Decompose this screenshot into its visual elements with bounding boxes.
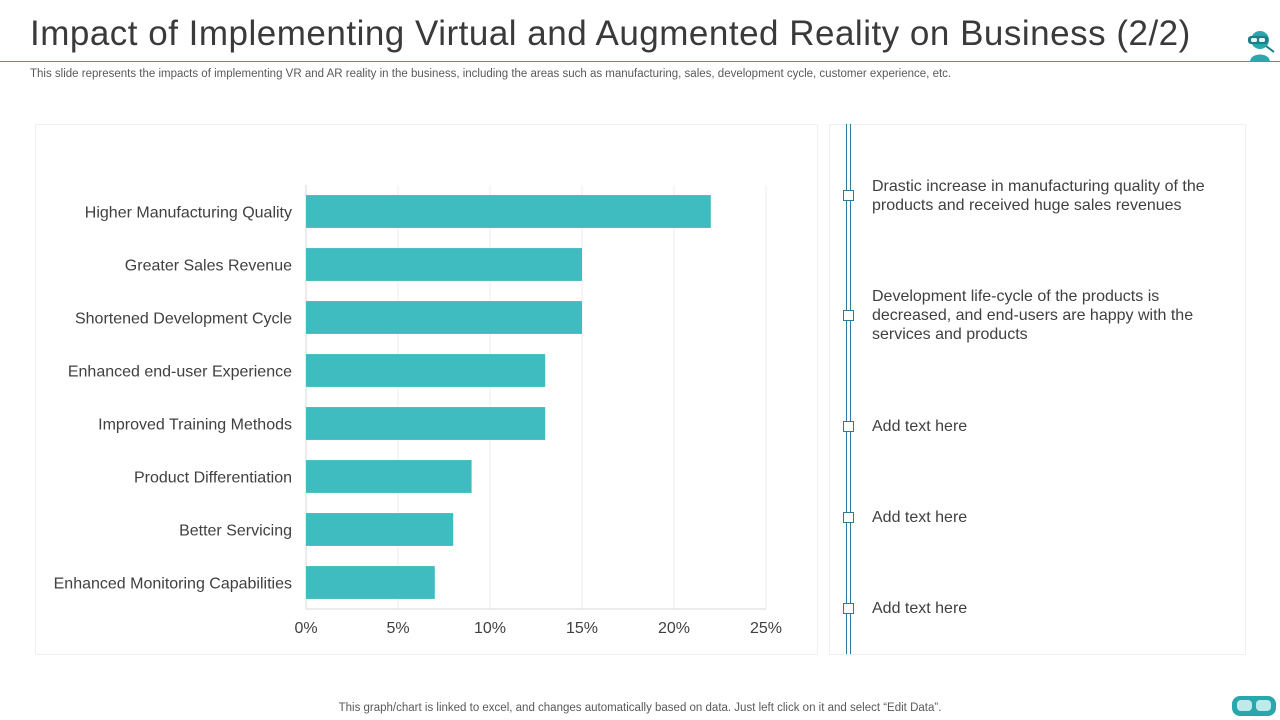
- bar[interactable]: [306, 248, 582, 281]
- note-text[interactable]: Development life-cycle of the products i…: [872, 288, 1194, 343]
- category-label: Product Differentiation: [134, 470, 292, 487]
- x-tick-label: 10%: [474, 620, 506, 637]
- category-label: Better Servicing: [179, 523, 292, 540]
- bar[interactable]: [306, 566, 435, 599]
- x-tick-label: 15%: [566, 620, 598, 637]
- note-text[interactable]: Drastic increase in manufacturing qualit…: [872, 178, 1205, 214]
- timeline-line: [846, 124, 847, 654]
- note-text[interactable]: Add text here: [872, 509, 968, 526]
- title-divider: [0, 61, 1280, 62]
- chart-panel: 0% 5% 10% 15% 20% 25% Higher Manufacturing Qua…: [35, 124, 818, 655]
- bar[interactable]: [306, 513, 454, 546]
- bar-chart[interactable]: 0% 5% 10% 15% 20% 25% Higher Manufacturing Qua…: [36, 125, 817, 654]
- x-tick-label: 25%: [750, 620, 782, 637]
- slide-title: Impact of Implementing Virtual and Augme…: [30, 14, 1191, 53]
- timeline-marker: [843, 421, 854, 432]
- x-tick-label: 0%: [294, 620, 317, 637]
- bar[interactable]: [306, 407, 546, 440]
- category-label: Shortened Development Cycle: [75, 311, 292, 328]
- timeline-marker: [843, 190, 854, 201]
- x-tick-label: 20%: [658, 620, 690, 637]
- bar[interactable]: [306, 301, 582, 334]
- category-label: Greater Sales Revenue: [125, 258, 292, 275]
- bar[interactable]: [306, 354, 546, 387]
- category-label: Enhanced Monitoring Capabilities: [54, 576, 292, 593]
- notes-panel: [829, 124, 1246, 655]
- timeline-marker: [843, 512, 854, 523]
- timeline-marker: [843, 310, 854, 321]
- vr-goggles-icon: [1232, 696, 1276, 716]
- category-label: Enhanced end-user Experience: [68, 364, 292, 381]
- x-tick-label: 5%: [386, 620, 409, 637]
- vr-headset-person-icon: [1248, 31, 1275, 62]
- note-text[interactable]: Add text here: [872, 418, 968, 435]
- category-label: Improved Training Methods: [98, 417, 292, 434]
- category-label: Higher Manufacturing Quality: [85, 205, 292, 222]
- footer-note: This graph/chart is linked to excel, and…: [338, 702, 942, 714]
- timeline-line: [850, 124, 851, 654]
- bar[interactable]: [306, 195, 711, 228]
- note-text[interactable]: Add text here: [872, 600, 968, 617]
- slide-subtitle: This slide represents the impacts of imp…: [30, 68, 952, 80]
- bar[interactable]: [306, 460, 472, 493]
- timeline-marker: [843, 603, 854, 614]
